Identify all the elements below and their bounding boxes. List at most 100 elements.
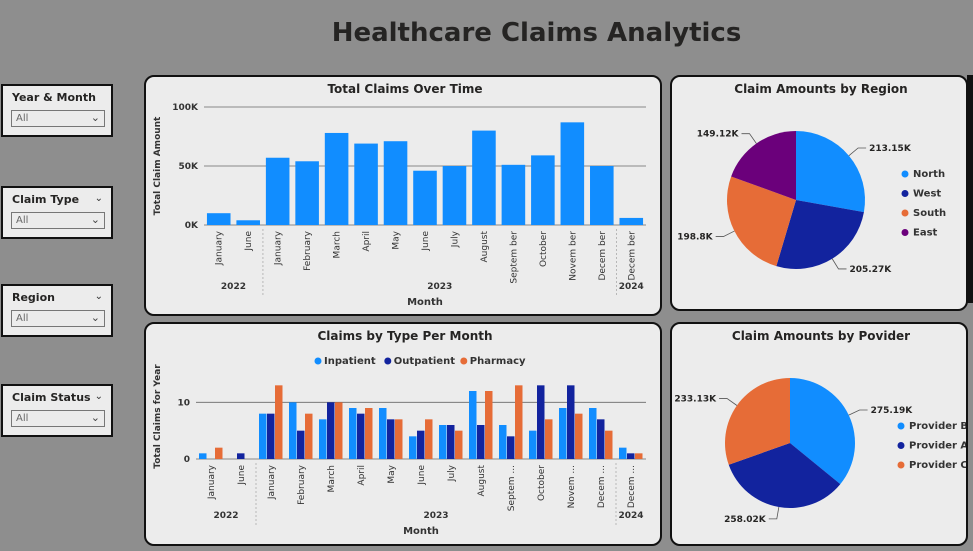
pie-data-label: 275.19K — [871, 406, 914, 416]
bar-inpatient — [259, 413, 267, 459]
x-tick-label: Decem ... — [597, 465, 607, 508]
chart-title: Claims by Type Per Month — [317, 329, 492, 343]
x-axis-label: Month — [403, 526, 439, 537]
x-tick-label: January — [274, 230, 284, 266]
bar — [501, 164, 526, 225]
legend-label: Provider B — [909, 421, 968, 432]
scrollbar[interactable] — [967, 75, 973, 303]
bar — [206, 213, 231, 225]
year-label: 2024 — [618, 511, 643, 521]
dropdown-value: All — [16, 113, 29, 124]
x-tick-label: March — [327, 465, 337, 492]
chevron-down-icon[interactable]: ⌄ — [94, 291, 103, 302]
legend-marker — [460, 357, 468, 365]
x-tick-label: April — [357, 465, 367, 486]
pie-data-label: 258.02K — [724, 515, 767, 525]
region-slicer[interactable]: Region ⌄ All ⌄ — [1, 284, 113, 337]
dropdown-value: All — [16, 413, 29, 424]
legend-marker — [901, 190, 909, 197]
y-axis-label: Total Claim Amount — [153, 116, 163, 215]
x-tick-label: Decem ... — [627, 465, 637, 508]
pie-slice — [727, 176, 796, 267]
x-tick-label: Novem ... — [567, 465, 577, 508]
year-month-dropdown[interactable]: All ⌄ — [11, 110, 105, 127]
y-tick-label: 0 — [184, 455, 190, 465]
bar-inpatient — [589, 408, 597, 459]
bar-inpatient — [199, 453, 207, 459]
bar-inpatient — [619, 447, 627, 459]
x-tick-label: May — [392, 230, 402, 249]
chevron-down-icon: ⌄ — [90, 311, 100, 324]
chevron-down-icon: ⌄ — [90, 411, 100, 424]
chevron-down-icon[interactable]: ⌄ — [94, 193, 103, 204]
legend-marker — [901, 170, 909, 178]
year-month-slicer[interactable]: Year & Month All ⌄ — [1, 84, 113, 137]
bar-outpatient — [417, 430, 425, 459]
bar-outpatient — [447, 425, 455, 459]
bar-outpatient — [387, 419, 395, 459]
region-dropdown[interactable]: All ⌄ — [11, 310, 105, 327]
chevron-down-icon: ⌄ — [90, 111, 100, 124]
bar — [531, 155, 555, 225]
region-pie-panel: Claim Amounts by Region 213.15K North 205.2… — [670, 75, 968, 311]
slicer-label: Year & Month — [12, 91, 96, 104]
pie-leader-line — [719, 398, 738, 406]
claims-by-type-chart: Claims by Type Per Month 0 10 Total Claims … — [153, 329, 646, 537]
year-label: 2024 — [619, 282, 644, 292]
pie-data-label: 205.27K — [850, 265, 893, 275]
bar — [324, 132, 349, 225]
chart-title: Total Claims Over Time — [327, 82, 482, 96]
year-label: 2022 — [213, 511, 238, 521]
chart-title: Claim Amounts by Povider — [732, 329, 910, 343]
bar-inpatient — [409, 436, 417, 459]
legend-label: North — [913, 169, 945, 180]
x-tick-label: October — [539, 231, 549, 267]
bar-outpatient — [537, 385, 545, 459]
bar-pharmacy — [215, 447, 223, 459]
bar — [236, 220, 260, 225]
bar-inpatient — [349, 408, 357, 459]
legend-label: West — [913, 189, 941, 200]
claim-status-dropdown[interactable]: All ⌄ — [11, 410, 105, 427]
pie-leader-line — [741, 133, 757, 144]
bar — [442, 166, 467, 225]
pie-slice — [728, 443, 841, 508]
claims-over-time-panel: Total Claims Over Time 0K 50K 100K Total Cla… — [144, 75, 662, 316]
pie-data-label: 198.8K — [677, 232, 713, 242]
x-tick-label: January — [215, 230, 225, 266]
dropdown-value: All — [16, 313, 29, 324]
pie-leader-line — [848, 147, 867, 157]
x-tick-label: January — [207, 464, 217, 500]
claim-status-slicer[interactable]: Claim Status ⌄ All ⌄ — [1, 384, 113, 437]
legend-marker — [897, 422, 905, 430]
claim-type-dropdown[interactable]: All ⌄ — [11, 212, 105, 229]
y-tick-label: 0K — [185, 221, 199, 231]
x-tick-label: May — [387, 464, 397, 483]
x-tick-label: August — [480, 231, 490, 263]
bar-outpatient — [297, 430, 305, 459]
bar-outpatient — [327, 402, 335, 459]
claim-type-slicer[interactable]: Claim Type ⌄ All ⌄ — [1, 186, 113, 239]
x-tick-label: Novem ber — [568, 231, 578, 281]
x-tick-label: July — [450, 230, 460, 248]
x-tick-label: February — [297, 464, 307, 505]
legend-label: Inpatient — [324, 356, 376, 367]
bar-outpatient — [237, 453, 245, 459]
chart-title: Claim Amounts by Region — [734, 82, 907, 96]
y-axis-label: Total Claims for Year — [153, 364, 163, 469]
x-tick-label: June — [237, 465, 247, 486]
chevron-down-icon[interactable]: ⌄ — [94, 391, 103, 402]
bar-inpatient — [439, 425, 447, 459]
bar-inpatient — [289, 402, 297, 459]
bar-pharmacy — [635, 453, 643, 459]
bar — [383, 141, 408, 225]
x-tick-label: October — [537, 465, 547, 501]
x-tick-label: July — [447, 464, 457, 482]
bar-outpatient — [357, 413, 365, 459]
legend-label: Pharmacy — [470, 356, 526, 367]
slicer-label: Claim Status — [12, 391, 91, 404]
pie-slice — [776, 200, 864, 269]
bar-outpatient — [477, 425, 485, 459]
slicer-label: Region — [12, 291, 55, 304]
page-title: Healthcare Claims Analytics — [331, 18, 742, 48]
